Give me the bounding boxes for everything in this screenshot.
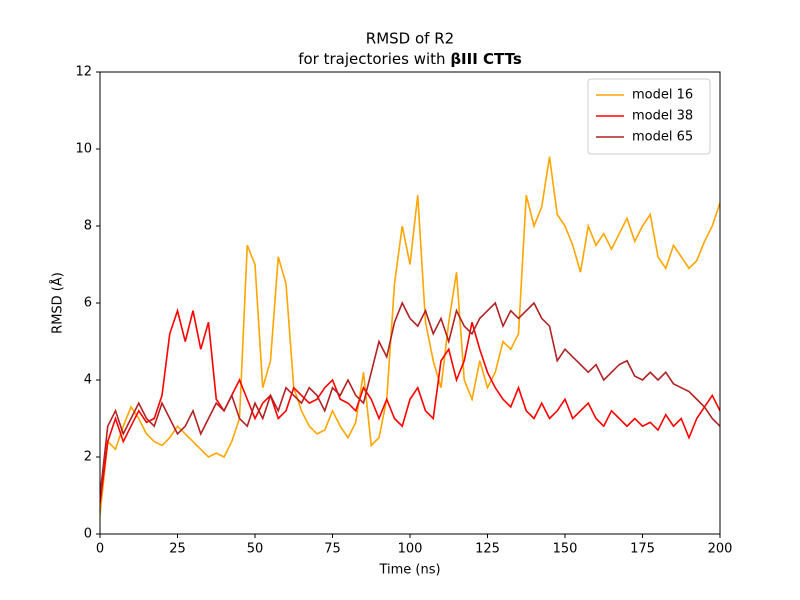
x-tick-label: 175: [630, 542, 655, 557]
x-tick-label: 150: [553, 542, 578, 557]
series-line: [100, 301, 720, 496]
x-tick-label: 50: [247, 542, 264, 557]
y-tick-label: 2: [84, 450, 92, 465]
legend-label: model 38: [632, 109, 693, 124]
plot-frame: [99, 71, 721, 535]
x-tick-label: 75: [324, 542, 341, 557]
y-tick-label: 10: [75, 142, 92, 157]
x-tick-label: 25: [169, 542, 186, 557]
y-axis-label: RMSD (Å): [50, 272, 66, 334]
legend-box: [587, 78, 711, 155]
series-line: [100, 156, 720, 515]
chart-subtitle: for trajectories with βIII CTTs: [298, 50, 522, 68]
chart-title: RMSD of R2: [366, 30, 454, 48]
y-tick-label: 6: [84, 296, 92, 311]
y-tick-label: 12: [75, 65, 92, 80]
x-tick-label: 200: [708, 542, 733, 557]
y-tick-label: 8: [84, 219, 92, 234]
x-tick-label: 125: [475, 542, 500, 557]
x-tick-label: 100: [398, 542, 423, 557]
y-tick-label: 0: [84, 527, 92, 542]
legend-label: model 16: [632, 88, 693, 103]
x-tick-label: 0: [96, 542, 104, 557]
y-tick-label: 4: [84, 373, 92, 388]
legend-label: model 65: [632, 130, 693, 145]
x-axis-label: Time (ns): [378, 563, 440, 578]
series-line: [100, 307, 720, 504]
subtitle-bold: βIII CTTs: [450, 50, 522, 68]
subtitle-text: for trajectories with: [298, 50, 445, 68]
